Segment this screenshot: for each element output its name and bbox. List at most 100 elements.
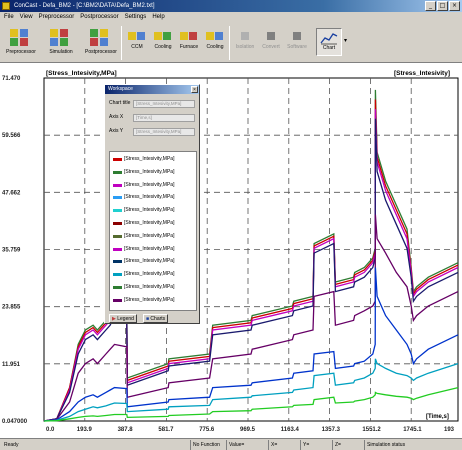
tab-legend-label: Legend	[117, 316, 134, 322]
preprocessor-button[interactable]: Preprocessor	[2, 25, 40, 61]
axis-y-field[interactable]: [Stress_Intesivity,MPa]	[133, 128, 195, 136]
charts-tab-icon: ■	[146, 316, 150, 322]
status-z: Z=	[332, 440, 341, 450]
legend-item[interactable]: [Stress_Intesivity,MPa]	[113, 257, 174, 266]
maximize-button[interactable]: □	[437, 1, 448, 11]
legend-label: [Stress_Intesivity,MPa]	[124, 271, 175, 278]
chart-series	[43, 89, 459, 422]
legend-label: [Stress_Intesivity,MPa]	[124, 181, 175, 188]
convert-label: Convert	[262, 44, 280, 50]
tab-charts-label: Charts	[150, 316, 166, 322]
x-tick-label: 193	[444, 427, 455, 433]
isolation-button[interactable]: Isolation	[232, 28, 258, 56]
legend-label: [Stress_Intesivity,MPa]	[124, 258, 175, 265]
x-tick-label: 969.5	[240, 427, 256, 433]
legend-label: [Stress_Intesivity,MPa]	[124, 194, 175, 201]
series-line-7	[43, 386, 459, 422]
toolbar-separator	[229, 26, 230, 60]
legend-label: [Stress_Intesivity,MPa]	[124, 232, 175, 239]
status-ready: Ready	[4, 442, 19, 448]
legend-swatch	[113, 260, 122, 264]
cooling-button[interactable]: Cooling	[150, 28, 176, 56]
chart-icon	[317, 29, 341, 45]
legend-swatch	[113, 196, 122, 200]
cooling-2-label: Cooling	[206, 44, 224, 50]
legend-swatch	[113, 234, 122, 238]
legend-label: [Stress_Intesivity,MPa]	[124, 207, 175, 214]
legend-item[interactable]: [Stress_Intesivity,MPa]	[113, 206, 174, 215]
postprocessor-button[interactable]: Postprocessor	[82, 25, 120, 61]
ccm-button[interactable]: CCM	[124, 28, 150, 56]
isolation-icon	[232, 28, 258, 44]
series-line-1	[43, 99, 459, 422]
series-line-0	[43, 89, 459, 422]
legend-label: [Stress_Intesivity,MPa]	[124, 284, 175, 290]
legend-swatch	[113, 273, 122, 277]
preprocessor-label: Preprocessor	[6, 49, 36, 55]
status-bar: Ready No Function Value= X= Y= Z= Simula…	[0, 438, 462, 450]
tab-charts[interactable]: ■ Charts	[143, 314, 169, 323]
simulation-icon	[42, 25, 80, 49]
close-icon[interactable]: ×	[191, 86, 198, 93]
legend-label: [Stress_Intesivity,MPa]	[124, 156, 175, 162]
legend-item[interactable]: [Stress_Intesivity,MPa]	[113, 155, 174, 164]
cooling-2-icon	[202, 28, 228, 44]
status-simulation: Simulation status	[364, 440, 405, 450]
legend-swatch	[113, 247, 122, 251]
legend-label: [Stress_Intesivity,MPa]	[124, 296, 175, 303]
x-tick-label: 1357.3	[322, 427, 341, 433]
legend-label: [Stress_Intesivity,MPa]	[124, 220, 175, 226]
window-controls: _ □ ×	[425, 1, 460, 11]
menu-view[interactable]: View	[19, 14, 33, 20]
menu-postprocessor[interactable]: Postprocessor	[80, 14, 119, 20]
legend-swatch	[113, 209, 122, 213]
software-button[interactable]: Software	[284, 28, 310, 56]
close-button[interactable]: ×	[449, 1, 460, 11]
axis-x-field[interactable]: [Time,s]	[133, 114, 195, 122]
x-tick-label: 581.7	[158, 427, 174, 433]
x-tick-label: 1745.1	[403, 427, 422, 433]
legend-item[interactable]: [Stress_Intesivity,MPa]	[113, 181, 174, 190]
status-x: X=	[268, 440, 277, 450]
y-tick-label: 71.470	[2, 76, 21, 82]
legend-item[interactable]: [Stress_Intesivity,MPa]	[113, 219, 174, 228]
legend-swatch	[113, 286, 122, 289]
minimize-button[interactable]: _	[425, 1, 436, 11]
workspace-title: Workspace	[108, 86, 133, 92]
menu-preprocessor[interactable]: Preprocessor	[38, 14, 75, 20]
legend-item[interactable]: [Stress_Intesivity,MPa]	[113, 245, 174, 254]
chart-title-field[interactable]: [Stress_Intesivity,MPa]	[133, 100, 195, 108]
chart-label: Chart	[322, 45, 336, 51]
legend-item[interactable]: [Stress_Intesivity,MPa]	[113, 232, 174, 241]
menu-help[interactable]: Help	[152, 14, 165, 20]
legend-item[interactable]: [Stress_Intesivity,MPa]	[113, 168, 174, 177]
simulation-button[interactable]: Simulation	[42, 25, 80, 61]
chart-area: 71.470 59.566 47.662 35.759 23.855 11.951 0.04…	[0, 64, 462, 438]
x-tick-label: 1551.2	[362, 427, 381, 433]
convert-button[interactable]: Convert	[258, 28, 284, 56]
simulation-label: Simulation	[49, 49, 73, 55]
workspace-title-bar[interactable]: Workspace ×	[105, 85, 199, 94]
cooling-2-button[interactable]: Cooling	[202, 28, 228, 56]
furnace-button[interactable]: Furnace	[176, 28, 202, 56]
title-bar: ConCast - Defa_BM2 - [C:\BM2\DATA\Defa_B…	[0, 0, 462, 12]
legend-label: [Stress_Intesivity,MPa]	[124, 168, 175, 175]
legend-item[interactable]: [Stress_Intesivity,MPa]	[113, 296, 174, 305]
legend-item[interactable]: [Stress_Intesivity,MPa]	[113, 283, 174, 292]
menu-settings[interactable]: Settings	[124, 14, 147, 20]
axis-x-label: Axis X	[109, 114, 124, 120]
workspace-panel[interactable]: Workspace × Chart title [Stress_Intesivi…	[104, 84, 200, 324]
app-icon	[2, 2, 10, 10]
tab-legend[interactable]: ▶ Legend	[109, 314, 137, 323]
status-function: No Function	[190, 440, 220, 450]
menu-file[interactable]: File	[4, 14, 14, 20]
chart-title-label: Chart title	[109, 100, 131, 106]
legend-item[interactable]: [Stress_Intesivity,MPa]	[113, 270, 174, 279]
chart-button[interactable]: Chart	[316, 28, 342, 56]
legend-item[interactable]: [Stress_Intesivity,MPa]	[113, 193, 174, 202]
software-icon	[284, 28, 310, 44]
legend-swatch	[113, 298, 122, 302]
software-label: Software	[287, 44, 307, 50]
x-tick-label: 193.9	[77, 427, 93, 433]
chart-dropdown-icon[interactable]: ▾	[344, 37, 348, 44]
